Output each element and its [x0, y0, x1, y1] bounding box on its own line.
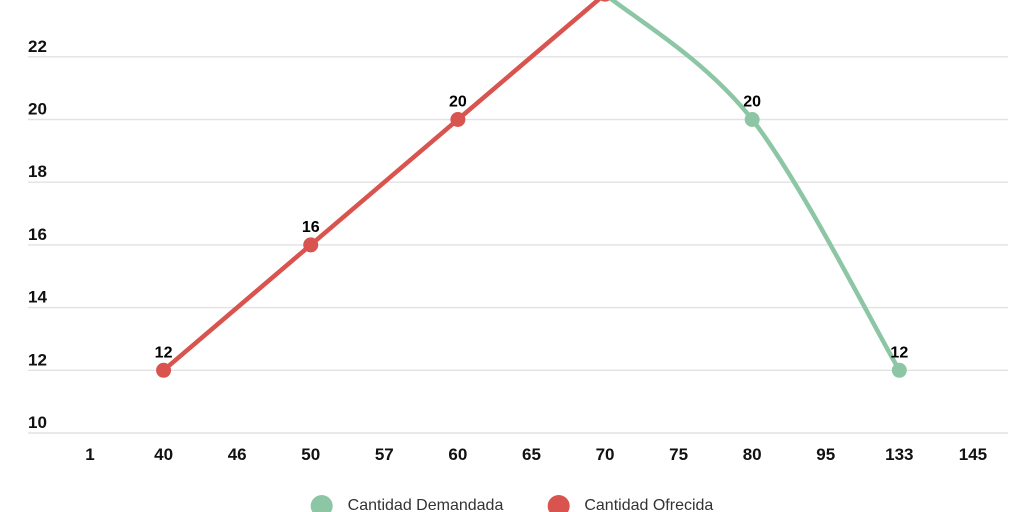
series-line — [608, 0, 902, 373]
data-point-label: 20 — [449, 94, 467, 111]
y-tick-label: 18 — [28, 162, 47, 181]
x-tick-label: 75 — [669, 445, 688, 464]
y-tick-label: 22 — [28, 37, 47, 56]
data-point — [891, 362, 907, 378]
legend-label-demandada: Cantidad Demandada — [347, 497, 504, 512]
y-tick-label: 20 — [28, 100, 47, 119]
data-point — [303, 237, 319, 253]
y-tick-label: 14 — [28, 288, 47, 307]
y-tick-label: 16 — [28, 225, 47, 244]
series-line — [161, 0, 602, 373]
y-tick-label: 12 — [28, 350, 47, 369]
legend-item-demandada: Cantidad Demandada — [310, 495, 504, 512]
x-tick-label: 57 — [375, 445, 394, 464]
x-tick-label: 65 — [522, 445, 541, 464]
data-point-label: 12 — [890, 344, 908, 361]
x-tick-label: 133 — [885, 445, 913, 464]
legend-item-ofrecida: Cantidad Ofrecida — [547, 495, 713, 512]
x-tick-label: 80 — [743, 445, 762, 464]
data-point — [744, 112, 760, 127]
x-tick-label: 1 — [85, 445, 94, 464]
x-tick-label: 50 — [301, 445, 320, 464]
data-point — [600, 0, 610, 2]
x-tick-label: 40 — [154, 445, 173, 464]
legend-swatch-demandada-icon — [310, 495, 333, 512]
chart-legend: Cantidad Demandada Cantidad Ofrecida — [310, 495, 713, 512]
x-tick-label: 46 — [228, 445, 247, 464]
data-point — [450, 112, 466, 127]
x-tick-label: 95 — [816, 445, 835, 464]
data-point-label: 20 — [743, 94, 761, 111]
legend-label-ofrecida: Cantidad Ofrecida — [584, 497, 714, 512]
x-tick-label: 60 — [448, 445, 467, 464]
x-tick-label: 145 — [959, 445, 987, 464]
data-point-label: 16 — [302, 219, 320, 236]
data-point-label: 12 — [155, 344, 173, 361]
legend-swatch-ofrecida-icon — [547, 495, 570, 512]
x-tick-label: 70 — [596, 445, 615, 464]
y-tick-label: 10 — [28, 413, 47, 432]
data-point — [156, 362, 172, 378]
